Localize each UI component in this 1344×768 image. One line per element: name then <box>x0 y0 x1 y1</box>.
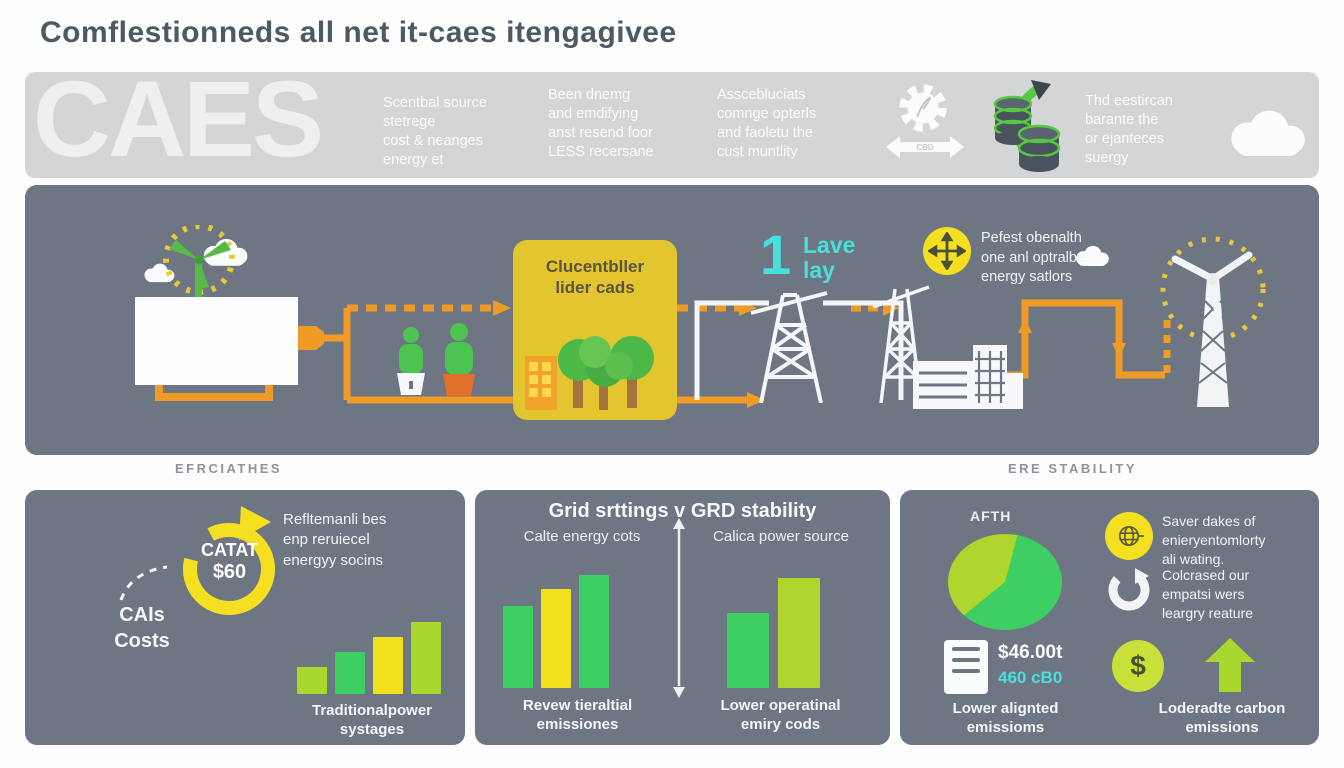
bar <box>373 637 403 694</box>
storage-unit-stand <box>155 385 273 401</box>
card-title: Grid srttings v GRD stability <box>548 500 817 522</box>
move-arrows-icon <box>923 227 971 275</box>
cloud-icon <box>1067 243 1117 267</box>
header-col-1: Scentbal source stetrege cost & neanges … <box>383 95 487 169</box>
stat-value: $46.00t <box>998 642 1063 663</box>
trees-building-art <box>513 318 677 414</box>
stat-sub: 460 cB0 <box>998 668 1063 687</box>
page-title: Comflestionneds all net it-caes itengagi… <box>40 16 677 49</box>
dashed-pointer <box>117 558 173 604</box>
card-grid-stability: Grid srttings v GRD stability Calte ener… <box>475 490 890 745</box>
axis-label: CAIs Costs <box>114 604 170 652</box>
bar <box>503 606 533 688</box>
header-col-3: Asscebluciats comnge opterls and faoletu… <box>717 87 817 161</box>
chart-label: Lower operatinal emiry cods <box>720 697 841 733</box>
process-diagram: Clucentbller lider cads <box>25 185 1319 455</box>
pie-chart <box>948 534 1062 630</box>
bar-chart-renewable <box>503 575 617 688</box>
arrow-label: Loderadte carbon emissions <box>1158 700 1286 736</box>
header-col-4: Thd eestircan barante the or ejanteces s… <box>1085 93 1173 167</box>
bar <box>297 667 327 694</box>
badge-line1: CATAT <box>201 540 258 560</box>
bar <box>579 575 609 688</box>
costs-note: Refltemanli bes enp reruiecel energyy so… <box>283 511 387 569</box>
card-impact: AFTH Saver dakes of enieryentomlorty ali… <box>900 490 1319 745</box>
step-label: Lave lay <box>803 232 856 284</box>
bar <box>541 589 571 688</box>
operations-note: Pefest obenalth one anl optralbe energy … <box>981 230 1085 286</box>
section-label-left: EFRCIATHES <box>175 461 283 476</box>
recycle-badge-icon <box>167 504 292 620</box>
receipt-icon <box>944 640 988 694</box>
cloud-icon <box>1213 100 1321 162</box>
header-col-2: Been dnemg and emdifying anst resend foo… <box>548 87 654 161</box>
gear-icon <box>893 80 953 138</box>
plant-box: Clucentbller lider cads <box>513 240 677 420</box>
dollar-icon: $ <box>1112 640 1164 692</box>
refresh-icon <box>1105 566 1153 614</box>
sub-right: Calica power source <box>713 528 849 545</box>
bar <box>778 578 820 688</box>
stat-block: $46.00t 460 cB0 <box>998 642 1062 688</box>
wind-turbine-icon <box>1143 231 1277 411</box>
coins-icon <box>987 78 1069 174</box>
transmission-tower-icon <box>733 285 847 404</box>
globe-icon <box>1105 512 1153 560</box>
bar-chart-operational <box>727 578 825 688</box>
brand-caes: CAES <box>33 58 324 179</box>
step-number: 1 <box>760 223 792 286</box>
sub-left: Calte energy cots <box>523 528 641 545</box>
up-arrow-icon <box>1205 638 1255 692</box>
pie-label: AFTH <box>970 508 1012 524</box>
impact-item-1: Saver dakes of enieryentomlorty ali wati… <box>1162 513 1266 567</box>
double-arrow-icon: CBD <box>885 134 965 160</box>
svg-text:CBD: CBD <box>916 143 934 152</box>
plant-box-label: Clucentbller lider cads <box>545 257 645 298</box>
storage-unit <box>135 297 298 385</box>
impact-item-2: Colcrased our empatsi wers leargry reatu… <box>1162 567 1254 621</box>
badge-text: CATAT $60 <box>167 506 292 618</box>
bar <box>411 622 441 694</box>
wind-turbine-icon <box>143 222 251 305</box>
chart-label: Revew tieraltial emissiones <box>522 697 633 733</box>
people-icons <box>387 323 487 397</box>
bar <box>335 652 365 694</box>
chart-label: Traditionalpower systages <box>311 702 432 738</box>
bar-chart-traditional <box>297 620 449 694</box>
divider-arrow <box>671 516 687 700</box>
stat-label: Lower alignted emissioms <box>952 700 1059 736</box>
badge-line2: $60 <box>212 561 247 583</box>
card-costs: CATAT $60 CAIs Costs Refltemanli bes enp… <box>25 490 465 745</box>
bar <box>727 613 769 688</box>
section-label-right: ERE STABILITY <box>1008 461 1138 476</box>
building-icon <box>913 341 1025 409</box>
header-band: CAES Scentbal source stetrege cost & nea… <box>25 65 1321 178</box>
